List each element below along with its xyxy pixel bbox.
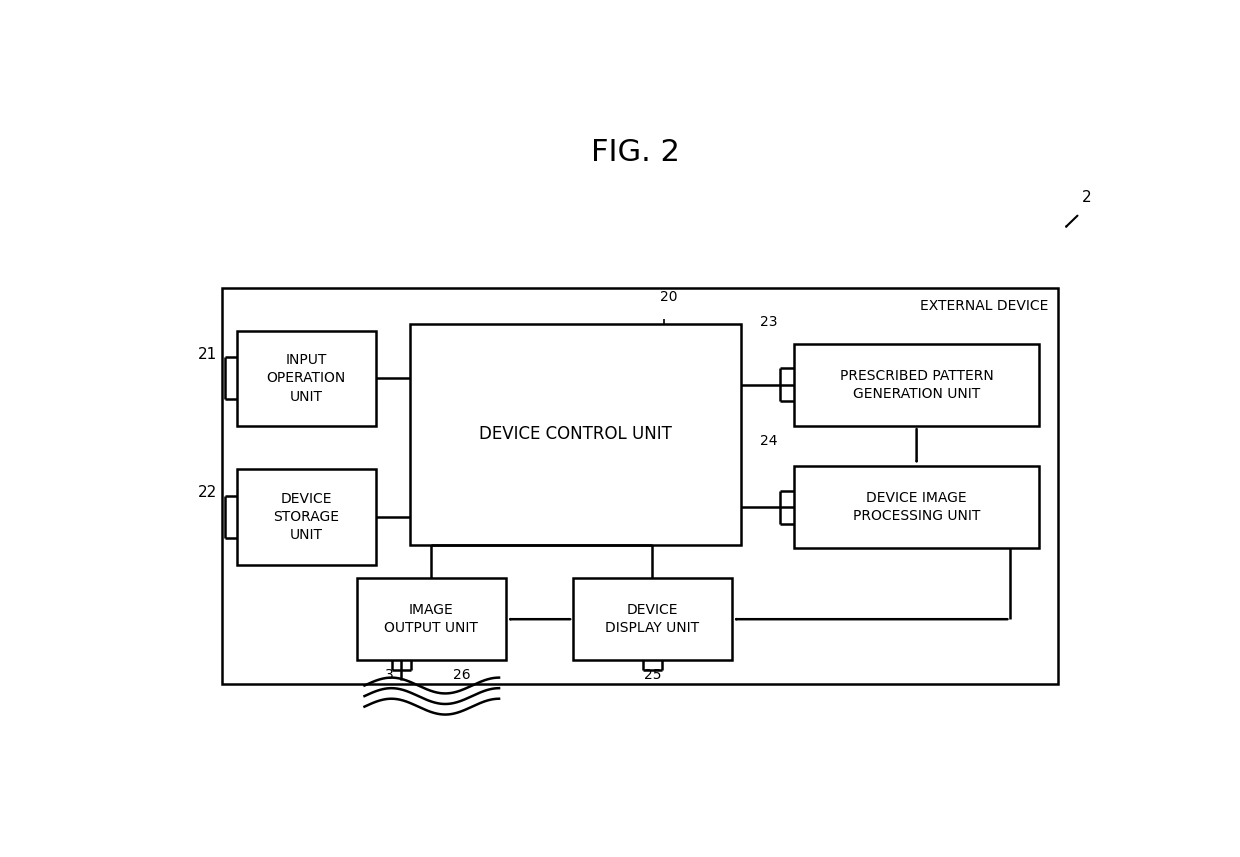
Text: 24: 24 [760,434,777,447]
Bar [237,469,376,565]
Text: 3: 3 [384,668,393,682]
Bar [409,324,742,545]
Bar [222,288,1058,684]
Text: DEVICE IMAGE
PROCESSING UNIT: DEVICE IMAGE PROCESSING UNIT [853,491,981,524]
Text: EXTERNAL DEVICE: EXTERNAL DEVICE [920,299,1049,314]
Text: DEVICE
STORAGE
UNIT: DEVICE STORAGE UNIT [273,492,340,542]
Text: PRESCRIBED PATTERN
GENERATION UNIT: PRESCRIBED PATTERN GENERATION UNIT [839,369,993,401]
Bar [237,331,376,426]
Bar [794,466,1039,548]
Text: 21: 21 [198,347,217,362]
Text: IMAGE
OUTPUT UNIT: IMAGE OUTPUT UNIT [384,603,479,635]
Bar [573,578,732,661]
Text: 2: 2 [1083,190,1092,205]
Text: DEVICE CONTROL UNIT: DEVICE CONTROL UNIT [479,425,672,443]
Bar [357,578,506,661]
Text: 20: 20 [661,291,678,304]
Text: 25: 25 [644,668,662,682]
Text: 26: 26 [453,668,470,682]
Text: 23: 23 [760,315,777,329]
Text: 22: 22 [198,486,217,500]
Text: DEVICE
DISPLAY UNIT: DEVICE DISPLAY UNIT [605,603,699,635]
Bar [794,344,1039,426]
Text: FIG. 2: FIG. 2 [591,138,680,167]
Text: INPUT
OPERATION
UNIT: INPUT OPERATION UNIT [267,353,346,404]
